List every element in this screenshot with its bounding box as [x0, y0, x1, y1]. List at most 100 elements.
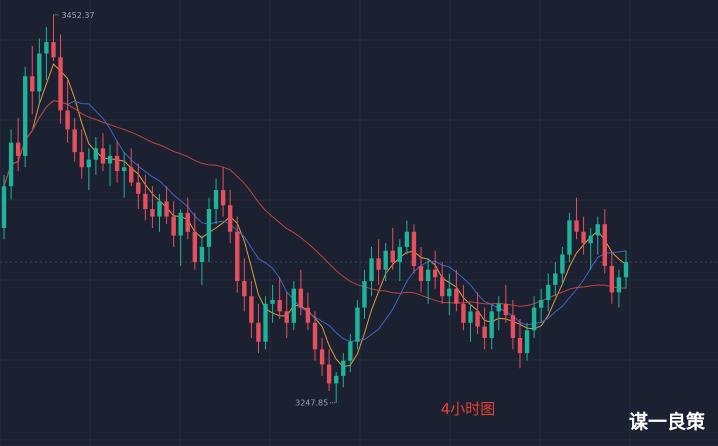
candle — [560, 246, 565, 285]
candle-body — [496, 303, 501, 312]
candle — [553, 262, 558, 297]
candle — [199, 235, 205, 285]
period-label: 4小时图 — [441, 400, 496, 418]
candle — [482, 307, 487, 350]
candle — [376, 239, 381, 285]
candle — [93, 136, 99, 175]
candle-body — [178, 212, 183, 236]
candle-body — [206, 209, 212, 247]
candle — [489, 303, 494, 350]
candle-body — [404, 231, 410, 247]
candle — [44, 26, 49, 81]
candle-body — [58, 57, 63, 111]
candle-body — [538, 300, 544, 308]
candle-body — [602, 224, 607, 266]
candle — [581, 216, 586, 255]
candle-body — [616, 277, 622, 293]
candle-body — [475, 311, 480, 327]
candle — [531, 296, 537, 338]
candle — [23, 66, 28, 168]
candle — [305, 292, 311, 331]
candle — [355, 300, 360, 350]
candle-body — [79, 152, 84, 168]
candle-body — [524, 330, 530, 354]
candle — [432, 250, 438, 289]
candle — [51, 14, 56, 62]
candle-body — [418, 265, 424, 282]
candle — [496, 296, 501, 331]
candle — [418, 246, 424, 293]
candle-body — [376, 258, 381, 270]
candle — [291, 281, 296, 331]
candle — [171, 201, 176, 247]
candle-body — [235, 231, 240, 282]
candle-body — [93, 148, 99, 160]
candle — [185, 197, 190, 240]
candle-body — [595, 224, 600, 236]
candles — [1, 14, 629, 403]
candle — [609, 250, 615, 304]
candle-body — [277, 300, 282, 312]
candle — [546, 273, 551, 312]
candle — [362, 269, 367, 319]
candle — [178, 209, 183, 266]
candle — [425, 258, 431, 304]
candle — [37, 38, 42, 105]
candle — [567, 212, 572, 263]
candle — [411, 224, 417, 274]
candle — [256, 303, 261, 354]
candle-body — [362, 281, 367, 308]
candle — [86, 148, 92, 191]
candle-body — [581, 231, 586, 244]
candle — [15, 117, 21, 172]
candle — [79, 129, 84, 179]
candle-body — [440, 277, 445, 297]
candle-body — [432, 269, 438, 278]
candle — [538, 288, 544, 323]
candle — [440, 262, 445, 304]
candle — [129, 148, 134, 187]
candle — [510, 300, 516, 350]
ma-medium-line — [3, 100, 627, 343]
candle — [319, 337, 325, 376]
candle-body — [107, 155, 113, 164]
candle — [298, 269, 304, 316]
candle — [1, 174, 7, 240]
candle — [602, 209, 607, 274]
candle-body — [588, 235, 593, 244]
candle — [404, 220, 410, 255]
candle — [334, 372, 339, 403]
candle-body — [623, 262, 629, 278]
candle-body — [482, 326, 487, 338]
candle — [341, 353, 346, 388]
low-price-label: 3247.85 — [295, 399, 328, 408]
candle-body — [100, 148, 106, 164]
candle — [390, 227, 395, 270]
candle-body — [355, 307, 360, 342]
candle — [157, 193, 162, 232]
candle — [121, 152, 127, 198]
candle-body — [164, 201, 169, 217]
candle-body — [185, 212, 190, 232]
candle-body — [334, 375, 339, 384]
candle — [503, 284, 509, 323]
candle-body — [503, 303, 509, 316]
candle-body — [489, 311, 494, 338]
candle — [447, 273, 452, 316]
candle-body — [1, 186, 7, 228]
ma-long-line — [3, 100, 627, 307]
candle — [588, 227, 593, 270]
high-price-label: 3452.37 — [61, 11, 94, 20]
candle — [136, 163, 141, 209]
candle-body — [44, 42, 49, 54]
candle-body — [270, 300, 275, 304]
candle-body — [397, 246, 403, 263]
candle — [475, 292, 480, 335]
candle-body — [510, 315, 516, 338]
candle-body — [560, 254, 565, 274]
candle — [100, 133, 106, 172]
candle — [227, 190, 233, 244]
candle-body — [213, 190, 219, 209]
